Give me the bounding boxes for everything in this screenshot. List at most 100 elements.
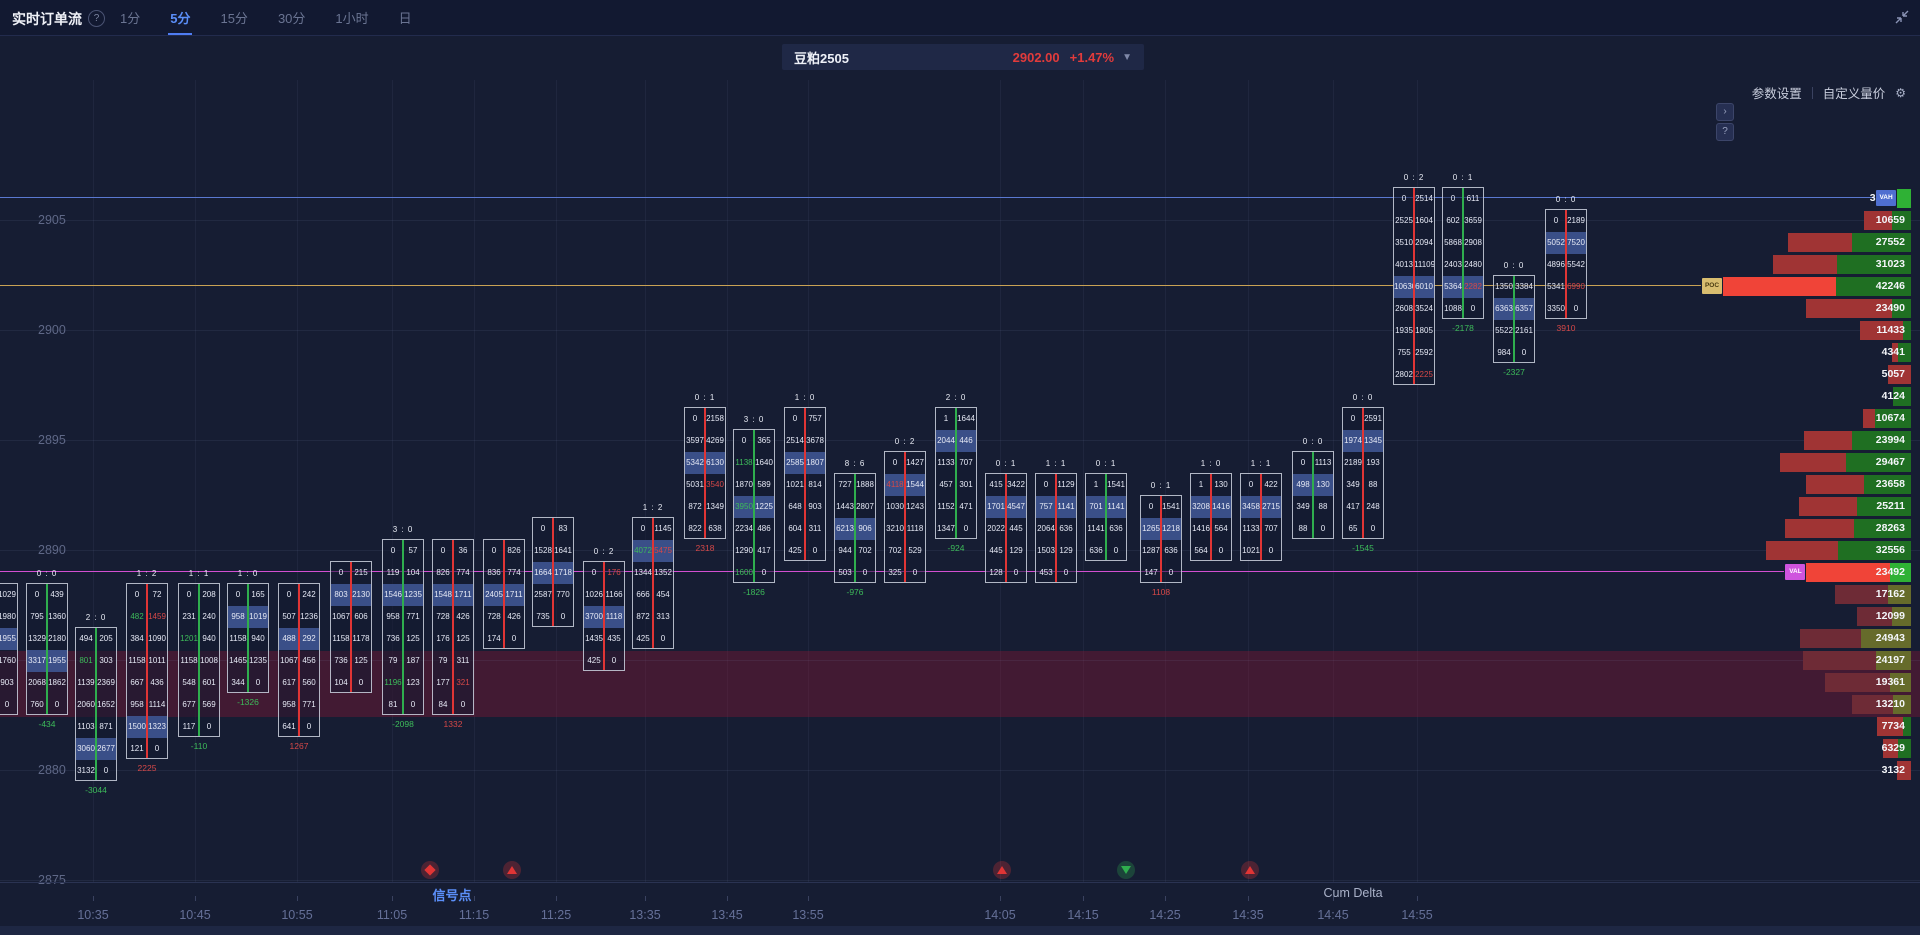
footprint-candle[interactable]: 0 2158 3597 4269 5342 6130 5031 3540 872 1349 822 6…: [684, 407, 726, 539]
footprint-candle[interactable]: 0 1145 4072 5475 1344 1352 666 454 872 313 425 0: [632, 517, 674, 649]
time-gridline: [727, 80, 728, 882]
tab-timeframe-3[interactable]: 15分: [220, 11, 248, 26]
time-gridline: [474, 80, 475, 882]
ask-volume-cell: 88: [1368, 480, 1378, 489]
volume-profile-row: 19361: [1824, 672, 1911, 692]
footprint-candle[interactable]: 0 242 507 1236 488 292 1067 456 617 560 958 771 641 0: [278, 583, 320, 737]
footprint-candle[interactable]: 0 2189 5052 7520 4896 5542 5341 6990 3350 0: [1545, 209, 1587, 319]
footprint-candle[interactable]: 0 165 958 1019 1158 940 1465 1235 344 0: [227, 583, 269, 693]
tab-timeframe-2[interactable]: 5分: [168, 0, 193, 35]
top-bar: 实时订单流 ? 1分 5分 15分 30分 1小时 日: [0, 0, 1920, 36]
footprint-candle[interactable]: 0 176 1026 1166 3700 1118 1435 435 425 0: [583, 561, 625, 671]
time-axis-tick: [1083, 896, 1084, 901]
footprint-candle[interactable]: 1588102922501980301719552068176015069033…: [0, 583, 18, 715]
ask-volume-cell: 601: [202, 678, 216, 687]
footprint-row: 65 0: [1343, 518, 1383, 540]
bottom-scroll-strip[interactable]: [0, 926, 1920, 935]
footprint-candle[interactable]: 727 1888 1443 2807 6213 906 944 702 503 0: [834, 473, 876, 583]
delta-line: [402, 540, 404, 714]
panel-help-button[interactable]: ?: [1716, 123, 1734, 141]
footprint-row: 453 0: [1036, 562, 1076, 584]
footprint-candle[interactable]: 1 1644 2044 446 1133 707 457 301 1152 471 1347 0: [935, 407, 977, 539]
delta-line: [1105, 474, 1107, 560]
footprint-row: 344 0: [228, 672, 268, 694]
profile-buy-segment: [1893, 694, 1911, 714]
tab-timeframe-6[interactable]: 日: [398, 11, 412, 26]
footprint-row: 0 757: [785, 408, 825, 430]
imbalance-header: 1 : 1: [188, 569, 210, 578]
footprint-candle[interactable]: 1 1541 701 1141 1141 636 636 0: [1085, 473, 1127, 561]
ask-volume-cell: 589: [757, 480, 771, 489]
ask-volume-cell: 193: [1366, 458, 1380, 467]
tab-timeframe-5[interactable]: 1小时: [335, 11, 369, 26]
footprint-candle[interactable]: 494 205 801 303 1139 2369 2060 1652 1103 871 3060 2…: [75, 627, 117, 781]
help-icon[interactable]: ?: [88, 10, 105, 27]
footprint-row: 1021 814: [785, 474, 825, 496]
footprint-candle[interactable]: 0 611 602 3659 5868 2908 2403 2480 5364 2282 1088 0: [1442, 187, 1484, 319]
signal-diamond-marker[interactable]: [421, 861, 439, 879]
bid-volume-cell: 1067: [280, 656, 298, 665]
footprint-candle[interactable]: 0 215 803 2130 1067 606 1158 1178 736 125 104 0: [330, 561, 372, 693]
bid-volume-cell: 349: [1346, 480, 1360, 489]
footprint-candle[interactable]: 0 36 826 774 1548 1711 728 426 176 125 79 311 177 321…: [432, 539, 474, 715]
candle-delta-label: 2318: [695, 543, 715, 553]
footprint-candle[interactable]: 0 757 2514 3678 2585 1807 1021 814 648 903 604 311 4…: [784, 407, 826, 561]
bid-volume-cell: 836: [487, 568, 501, 577]
tab-timeframe-4[interactable]: 30分: [277, 11, 306, 26]
footprint-candle[interactable]: 0 439 795 1360 1329 2180 3317 1955 2068 1862 760 0: [26, 583, 68, 715]
profile-volume-label: 7734: [1881, 719, 1905, 732]
signal-down-marker[interactable]: [1117, 861, 1135, 879]
time-axis-label: 10:55: [281, 908, 313, 922]
footprint-candle[interactable]: 0 365 1138 1640 1870 589 3950 1225 2234 486 1290 41…: [733, 429, 775, 583]
cum-delta-label: Cum Delta: [1323, 886, 1383, 900]
footprint-row: 119 104: [383, 562, 423, 584]
footprint-row: 1935 1805: [1394, 320, 1434, 342]
time-axis-tick: [1417, 896, 1418, 901]
footprint-candle[interactable]: 0251425251604351020944013111091063060102…: [1393, 187, 1435, 385]
footprint-row: 349 88: [1293, 496, 1333, 518]
bid-volume-cell: 1600: [735, 568, 753, 577]
footprint-candle[interactable]: 0 2591 1974 1345 2189 193 349 88 417 248 65 0: [1342, 407, 1384, 539]
expand-panel-button[interactable]: ›: [1716, 103, 1734, 121]
footprint-candle[interactable]: 415 3422 1701 4547 2022 445 445 129 128 0: [985, 473, 1027, 583]
price-gridline: [0, 880, 1920, 881]
footprint-candle[interactable]: 0 1113 498 130 349 88 88 0: [1292, 451, 1334, 539]
instrument-selector[interactable]: 豆粕2505 2902.00 +1.47% ▼: [782, 44, 1144, 70]
bid-volume-cell: 604: [788, 524, 802, 533]
signal-up-marker[interactable]: [993, 861, 1011, 879]
signal-up-marker[interactable]: [503, 861, 521, 879]
param-settings-button[interactable]: 参数设置: [1751, 87, 1802, 101]
footprint-candle[interactable]: 1350 3384 6363 6357 5522 2161 984 0: [1493, 275, 1535, 363]
footprint-candle[interactable]: 0 83 1528 1641 1664 1718 2587 770 735 0: [532, 517, 574, 627]
ask-volume-cell: 771: [406, 612, 420, 621]
time-axis-label: 14:55: [1401, 908, 1433, 922]
footprint-candle[interactable]: 0 1541 1265 1218 1287 636 147 0: [1140, 495, 1182, 583]
footprint-candle[interactable]: 0 422 3458 2715 1133 707 1021 0: [1240, 473, 1282, 561]
tab-timeframe-1[interactable]: 1分: [120, 11, 141, 26]
time-axis-tick: [1165, 896, 1166, 901]
ask-volume-cell: 1980: [0, 612, 16, 621]
profile-sell-segment: [1788, 232, 1853, 252]
bid-volume-cell: 1158: [180, 656, 198, 665]
footprint-candle[interactable]: 0 208 231 240 1201 940 1158 1008 548 601 677 569 117…: [178, 583, 220, 737]
signal-up-marker[interactable]: [1241, 861, 1259, 879]
collapse-icon[interactable]: [1894, 9, 1910, 25]
footprint-candle[interactable]: 1 130 3208 1416 1416 564 564 0: [1190, 473, 1232, 561]
custom-volume-price-button[interactable]: 自定义量价: [1822, 87, 1886, 101]
bid-volume-cell: 0: [591, 568, 597, 577]
footprint-candle[interactable]: 0 826 836 774 2405 1711 728 426 174 0: [483, 539, 525, 649]
footprint-row: 231 240: [179, 606, 219, 628]
footprint-candle[interactable]: 0 72 482 1459 384 1090 1158 1011 667 436 958 1114 15…: [126, 583, 168, 759]
footprint-row: 482 1459: [127, 606, 167, 628]
ask-volume-cell: 1145: [654, 524, 672, 533]
diamond-icon: [424, 864, 436, 876]
footprint-row: 1600 0: [734, 562, 774, 584]
footprint-candle[interactable]: 0 57 119 104 1546 1235 958 771 736 125 79 187 1196 12…: [382, 539, 424, 715]
footprint-candle[interactable]: 0 1427 4118 1544 1030 1243 3210 1118 702 529 325 0: [884, 451, 926, 583]
profile-sell-segment: [1860, 320, 1904, 340]
footprint-row: 1158 940: [228, 628, 268, 650]
footprint-candle[interactable]: 0 1129 757 1141 2064 636 1503 129 453 0: [1035, 473, 1077, 583]
gear-icon[interactable]: ⚙: [1895, 85, 1906, 100]
bid-volume-cell: 0: [1350, 414, 1356, 423]
bid-volume-cell: 3132: [77, 766, 95, 775]
